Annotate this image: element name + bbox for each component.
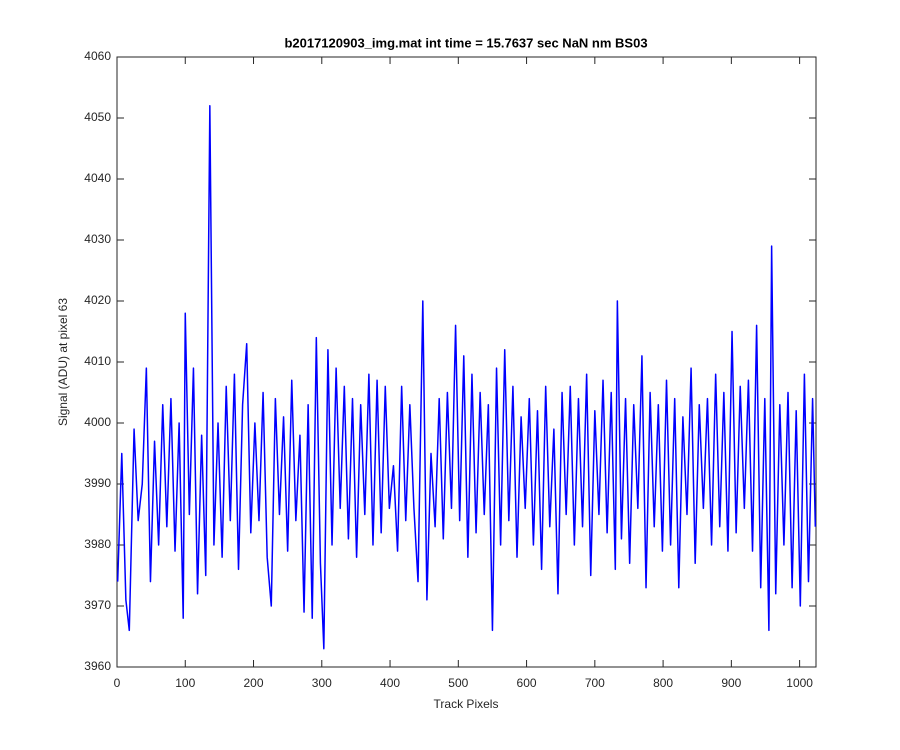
x-tick-label: 800 xyxy=(653,676,673,690)
y-axis-label: Signal (ADU) at pixel 63 xyxy=(56,298,70,426)
x-tick-label: 900 xyxy=(721,676,741,690)
y-tick-label: 3980 xyxy=(84,537,111,551)
y-tick-label: 4040 xyxy=(84,171,111,185)
x-tick-label: 0 xyxy=(114,676,121,690)
y-tick-label: 4050 xyxy=(84,110,111,124)
chart-title: b2017120903_img.mat int time = 15.7637 s… xyxy=(284,35,647,50)
y-tick-label: 4000 xyxy=(84,415,111,429)
y-tick-label: 4060 xyxy=(84,49,111,63)
x-tick-label: 400 xyxy=(380,676,400,690)
x-tick-label: 200 xyxy=(244,676,264,690)
x-tick-label: 1000 xyxy=(786,676,813,690)
y-tick-label: 3970 xyxy=(84,598,111,612)
x-axis-label: Track Pixels xyxy=(434,697,499,711)
x-tick-label: 100 xyxy=(175,676,195,690)
x-tick-label: 700 xyxy=(585,676,605,690)
y-tick-label: 4010 xyxy=(84,354,111,368)
y-tick-label: 4020 xyxy=(84,293,111,307)
y-tick-label: 3960 xyxy=(84,659,111,673)
y-tick-label: 4030 xyxy=(84,232,111,246)
data-line xyxy=(116,105,817,650)
y-tick-label: 3990 xyxy=(84,476,111,490)
x-tick-label: 600 xyxy=(517,676,537,690)
x-tick-label: 500 xyxy=(448,676,468,690)
plot-box xyxy=(116,56,817,668)
x-tick-label: 300 xyxy=(312,676,332,690)
